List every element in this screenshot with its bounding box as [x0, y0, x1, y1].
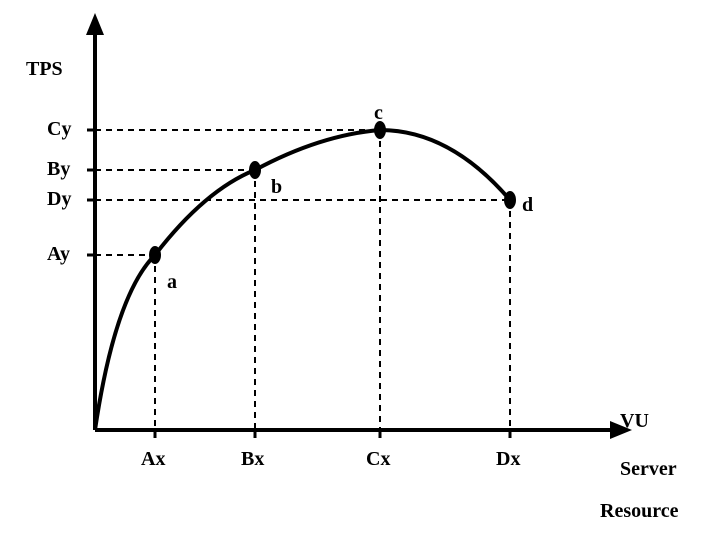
- x-axis-label-vu: VU: [620, 410, 649, 433]
- tps-vu-chart: TPS VU Server Resource Cy By Dy Ay Ax Bx…: [0, 0, 709, 532]
- y-tick-by: By: [47, 158, 70, 181]
- x-axis-label-server: Server: [620, 458, 677, 481]
- x-tick-bx: Bx: [241, 448, 264, 471]
- x-tick-dx: Dx: [496, 448, 520, 471]
- x-tick-cx: Cx: [366, 448, 390, 471]
- y-tick-cy: Cy: [47, 118, 71, 141]
- point-label-b: b: [271, 176, 282, 199]
- chart-svg: [0, 0, 709, 532]
- y-axis-label: TPS: [26, 58, 63, 81]
- point-label-c: c: [374, 102, 383, 125]
- point-label-d: d: [522, 194, 533, 217]
- x-axis-label-resource: Resource: [600, 500, 679, 523]
- point-label-a: a: [167, 271, 177, 294]
- y-tick-dy: Dy: [47, 188, 71, 211]
- y-tick-ay: Ay: [47, 243, 70, 266]
- x-tick-ax: Ax: [141, 448, 165, 471]
